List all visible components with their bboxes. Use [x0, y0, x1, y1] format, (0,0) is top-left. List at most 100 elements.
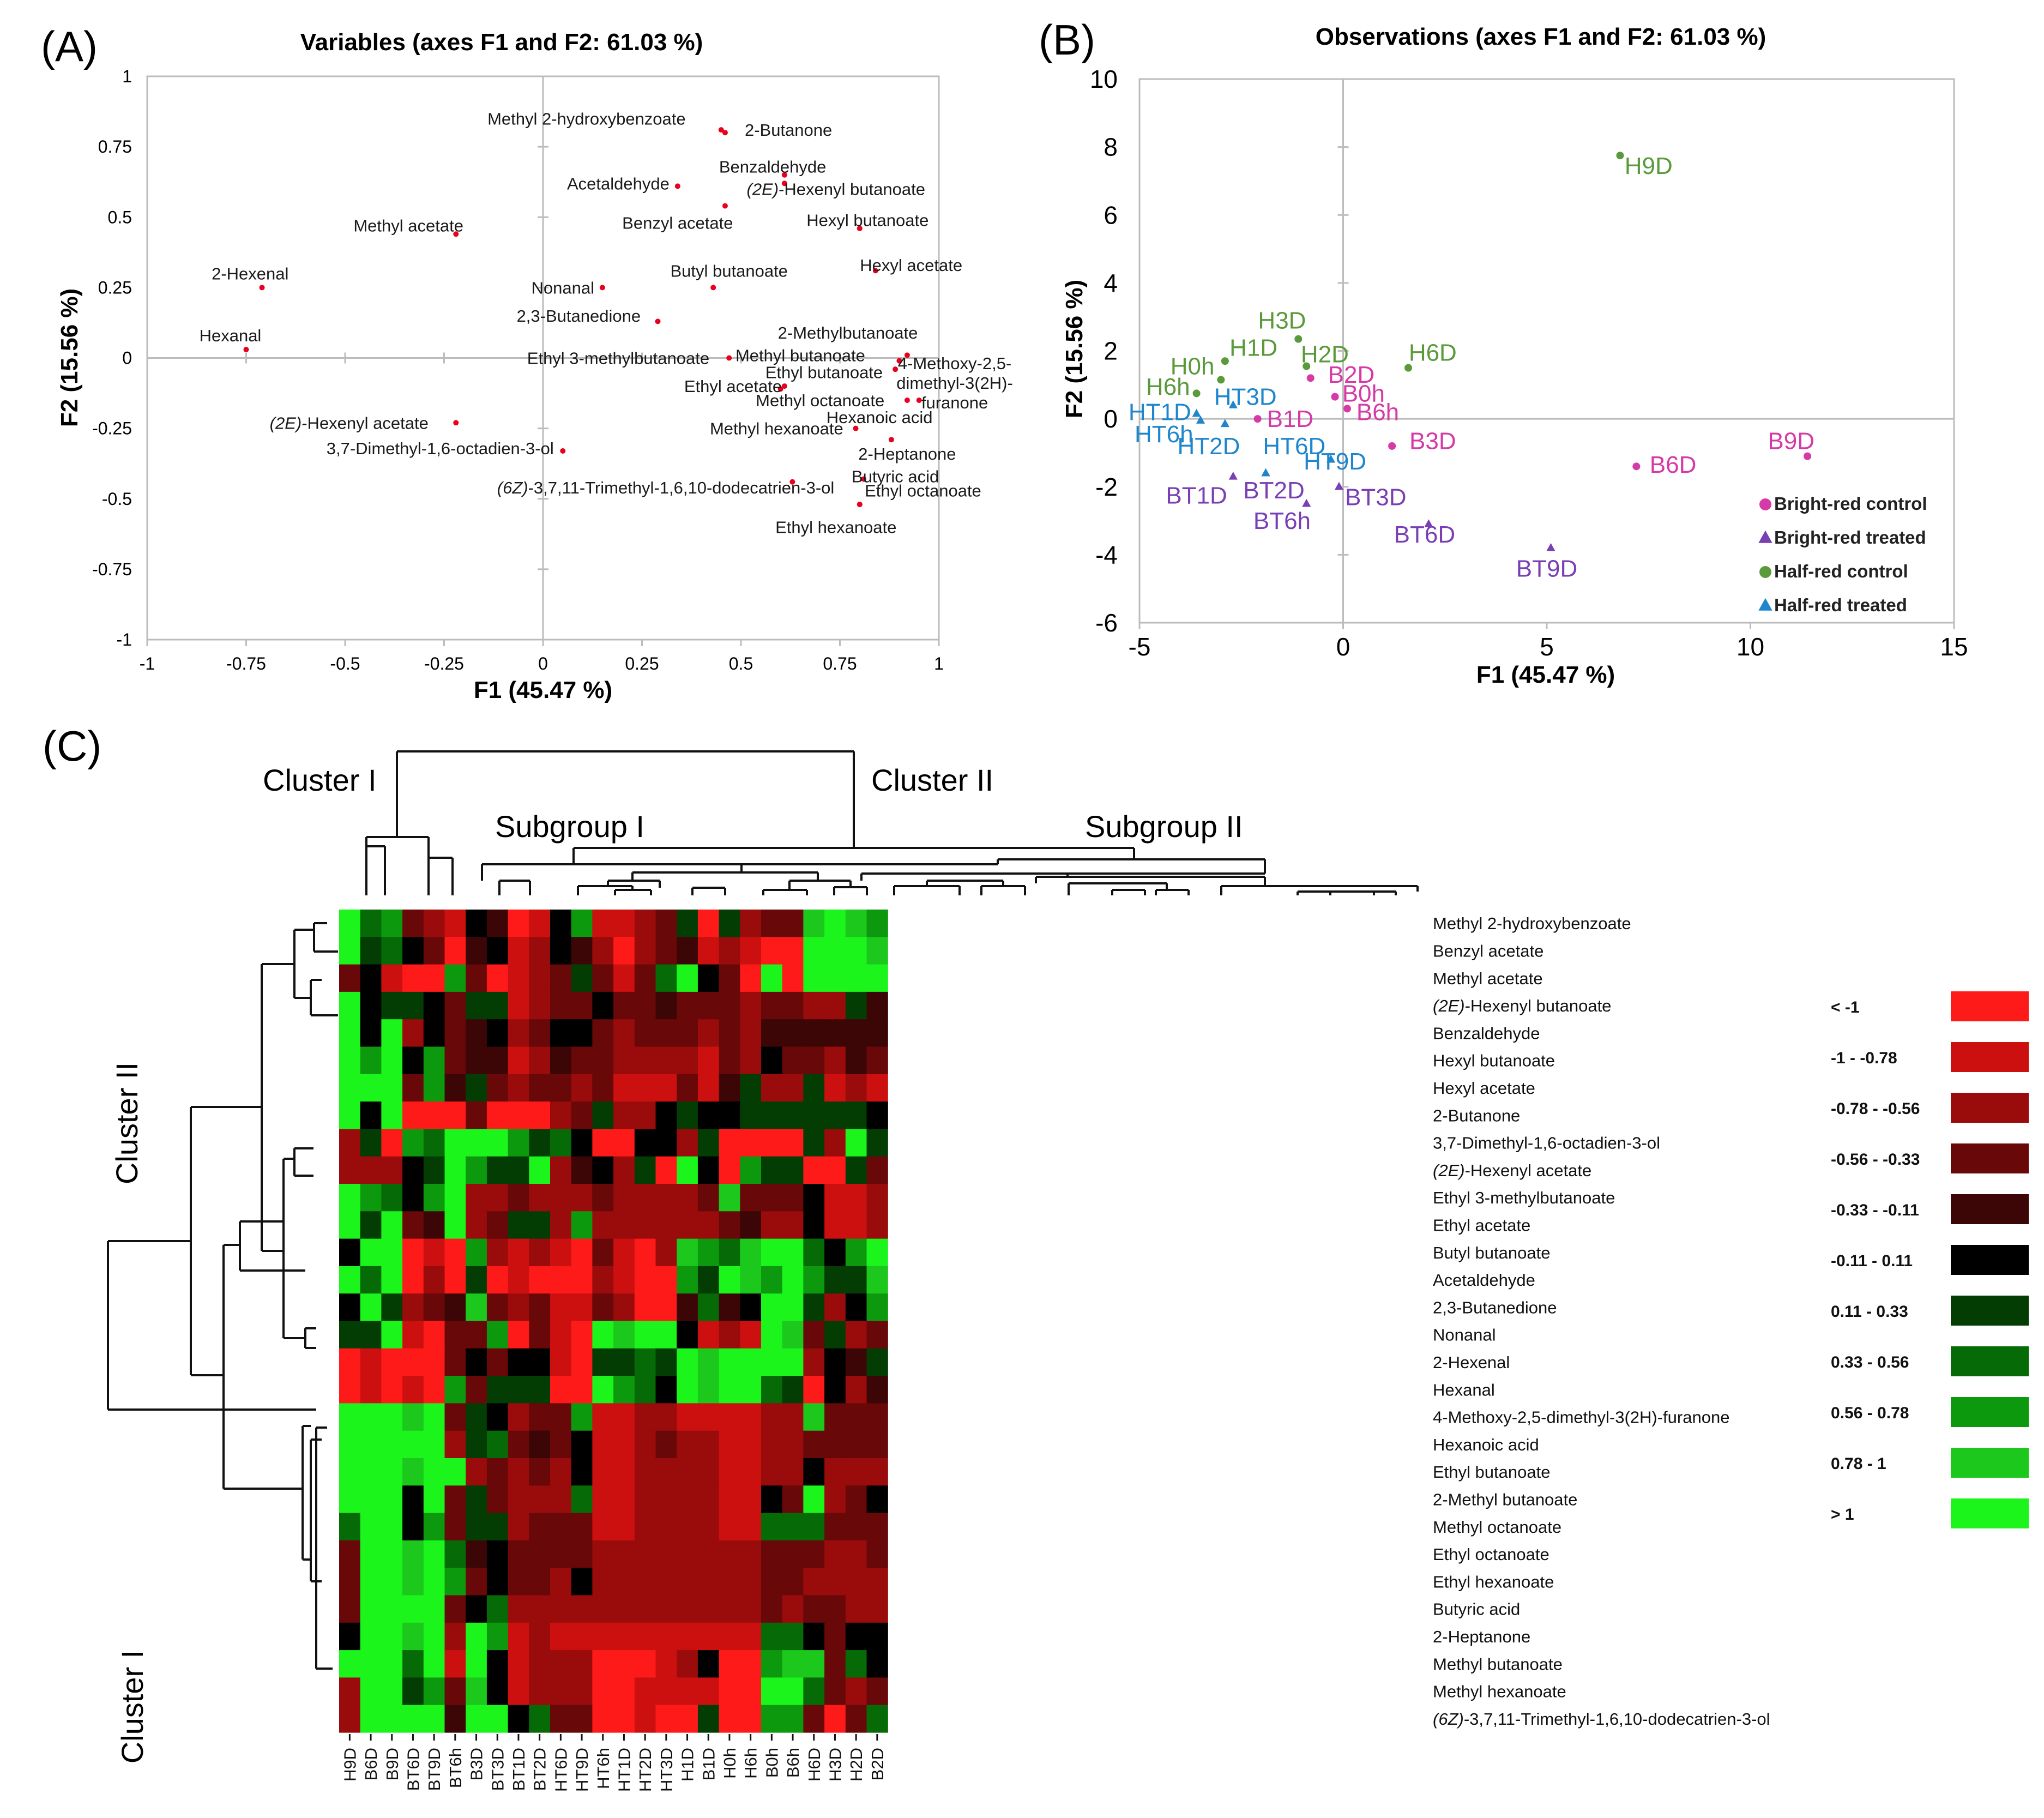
panel-b-point	[1327, 454, 1336, 463]
heatmap-cell	[866, 1540, 888, 1568]
panel-a-point-label: Methyl octanoate	[756, 391, 884, 410]
heatmap-legend-label: -0.33 - -0.11	[1831, 1201, 1919, 1219]
heatmap-cell	[761, 1046, 783, 1075]
heatmap-cell	[402, 1293, 424, 1322]
heatmap-cell	[486, 937, 509, 965]
heatmap-cell	[381, 1321, 403, 1349]
heatmap-cell	[824, 1458, 846, 1486]
heatmap-cell	[381, 1622, 403, 1651]
heatmap-cell	[550, 1019, 572, 1048]
heatmap-cell	[339, 1568, 361, 1596]
panel-a-point-label: Nonanal	[532, 278, 594, 297]
heatmap-cell	[592, 1129, 614, 1157]
heatmap-cell	[339, 1540, 361, 1568]
heatmap-cell	[634, 1540, 656, 1568]
heatmap-cell	[444, 1705, 466, 1733]
heatmap-cell	[697, 1238, 720, 1267]
heatmap-column-label: H0h	[720, 1748, 739, 1779]
heatmap-cell	[677, 1677, 698, 1706]
heatmap-cell	[634, 1430, 656, 1459]
heatmap-column-label: B6D	[361, 1748, 381, 1780]
heatmap-cell	[803, 1156, 825, 1184]
heatmap-cell	[803, 1074, 825, 1102]
panel-a-ytick-label: 0.75	[98, 137, 132, 156]
heatmap-column-label: H2D	[847, 1748, 866, 1781]
heatmap-cell	[381, 1156, 403, 1184]
heatmap-cell	[360, 1376, 382, 1404]
heatmap-cell	[486, 1622, 509, 1651]
heatmap-cell	[845, 1156, 867, 1184]
heatmap-cell	[529, 1266, 551, 1294]
heatmap-cell	[444, 1211, 466, 1239]
panel-a-point-label: 2-Heptanone	[858, 444, 956, 463]
heatmap-cell	[402, 1101, 424, 1129]
heatmap-cell	[740, 1458, 762, 1486]
heatmap-cell	[508, 1430, 529, 1459]
panel-b-xtick-label: -5	[1129, 633, 1151, 661]
heatmap-cell	[486, 1293, 509, 1322]
heatmap-cell	[761, 964, 783, 992]
heatmap-cell	[740, 1513, 762, 1541]
heatmap-cell	[466, 1184, 487, 1212]
heatmap-cell	[782, 1238, 804, 1267]
heatmap-cell	[697, 991, 720, 1020]
heatmap-legend-label: > 1	[1831, 1506, 1854, 1524]
heatmap-cell	[697, 1595, 720, 1623]
heatmap-legend-swatch	[1951, 1498, 2029, 1528]
heatmap-cell	[613, 1650, 635, 1678]
panel-a-point	[916, 397, 922, 403]
heatmap-cell	[824, 1376, 846, 1404]
heatmap-cell	[466, 1211, 487, 1239]
heatmap-cell	[592, 1184, 614, 1212]
heatmap-cell	[782, 991, 804, 1020]
heatmap-cell	[824, 1129, 846, 1157]
heatmap-cell	[655, 1129, 677, 1157]
heatmap-legend-label: 0.56 - 0.78	[1831, 1404, 1909, 1422]
heatmap-cell	[423, 1622, 445, 1651]
heatmap-column-label: BT1D	[509, 1748, 528, 1791]
heatmap-cell	[803, 910, 825, 937]
heatmap-cell	[803, 991, 825, 1020]
heatmap-cell	[824, 1677, 846, 1706]
heatmap-cell	[508, 1595, 529, 1623]
heatmap-cell	[634, 1184, 656, 1212]
heatmap-cell	[444, 1321, 466, 1349]
heatmap-cell	[761, 1403, 783, 1431]
heatmap-cell	[571, 1430, 593, 1459]
heatmap-cell	[571, 1156, 593, 1184]
heatmap-cell	[381, 1677, 403, 1706]
heatmap-cell	[655, 1156, 677, 1184]
heatmap-column-label: HT6D	[551, 1748, 570, 1792]
heatmap-row-label: (2E)-Hexenyl butanoate	[1433, 996, 1611, 1015]
heatmap-cell	[529, 1129, 551, 1157]
heatmap-cell	[697, 1403, 720, 1431]
heatmap-cell	[866, 1266, 888, 1294]
panel-b-point	[1228, 471, 1238, 480]
heatmap-cell	[423, 1513, 445, 1541]
heatmap-cell	[613, 1430, 635, 1459]
panel-a-point-label: Ethyl acetate	[684, 377, 782, 396]
heatmap-cell	[655, 1376, 677, 1404]
heatmap-cell	[761, 1622, 783, 1651]
heatmap-cell	[634, 1129, 656, 1157]
heatmap-cell	[803, 1101, 825, 1129]
panel-b-ylabel: F2 (15.56 %)	[1061, 280, 1088, 418]
heatmap-cell	[360, 1458, 382, 1486]
heatmap-cell	[634, 1705, 656, 1733]
heatmap-cell	[508, 1403, 529, 1431]
heatmap-cell	[866, 1019, 888, 1048]
heatmap-cell	[360, 1540, 382, 1568]
heatmap-cell	[782, 1293, 804, 1322]
heatmap-cell	[613, 1595, 635, 1623]
panel-a-point-label: Methyl acetate	[353, 216, 463, 236]
heatmap-cell	[508, 1458, 529, 1486]
heatmap-legend-swatch	[1951, 991, 2029, 1021]
heatmap-cell	[697, 1129, 720, 1157]
heatmap-cell	[360, 910, 382, 937]
heatmap-row-label: Ethyl acetate	[1433, 1215, 1530, 1235]
heatmap-cell	[571, 1595, 593, 1623]
panel-a-point	[560, 448, 566, 454]
heatmap-cell	[613, 1184, 635, 1212]
heatmap-row-label: Acetaldehyde	[1433, 1271, 1535, 1290]
panel-b-xtick-label: 15	[1940, 633, 1968, 661]
